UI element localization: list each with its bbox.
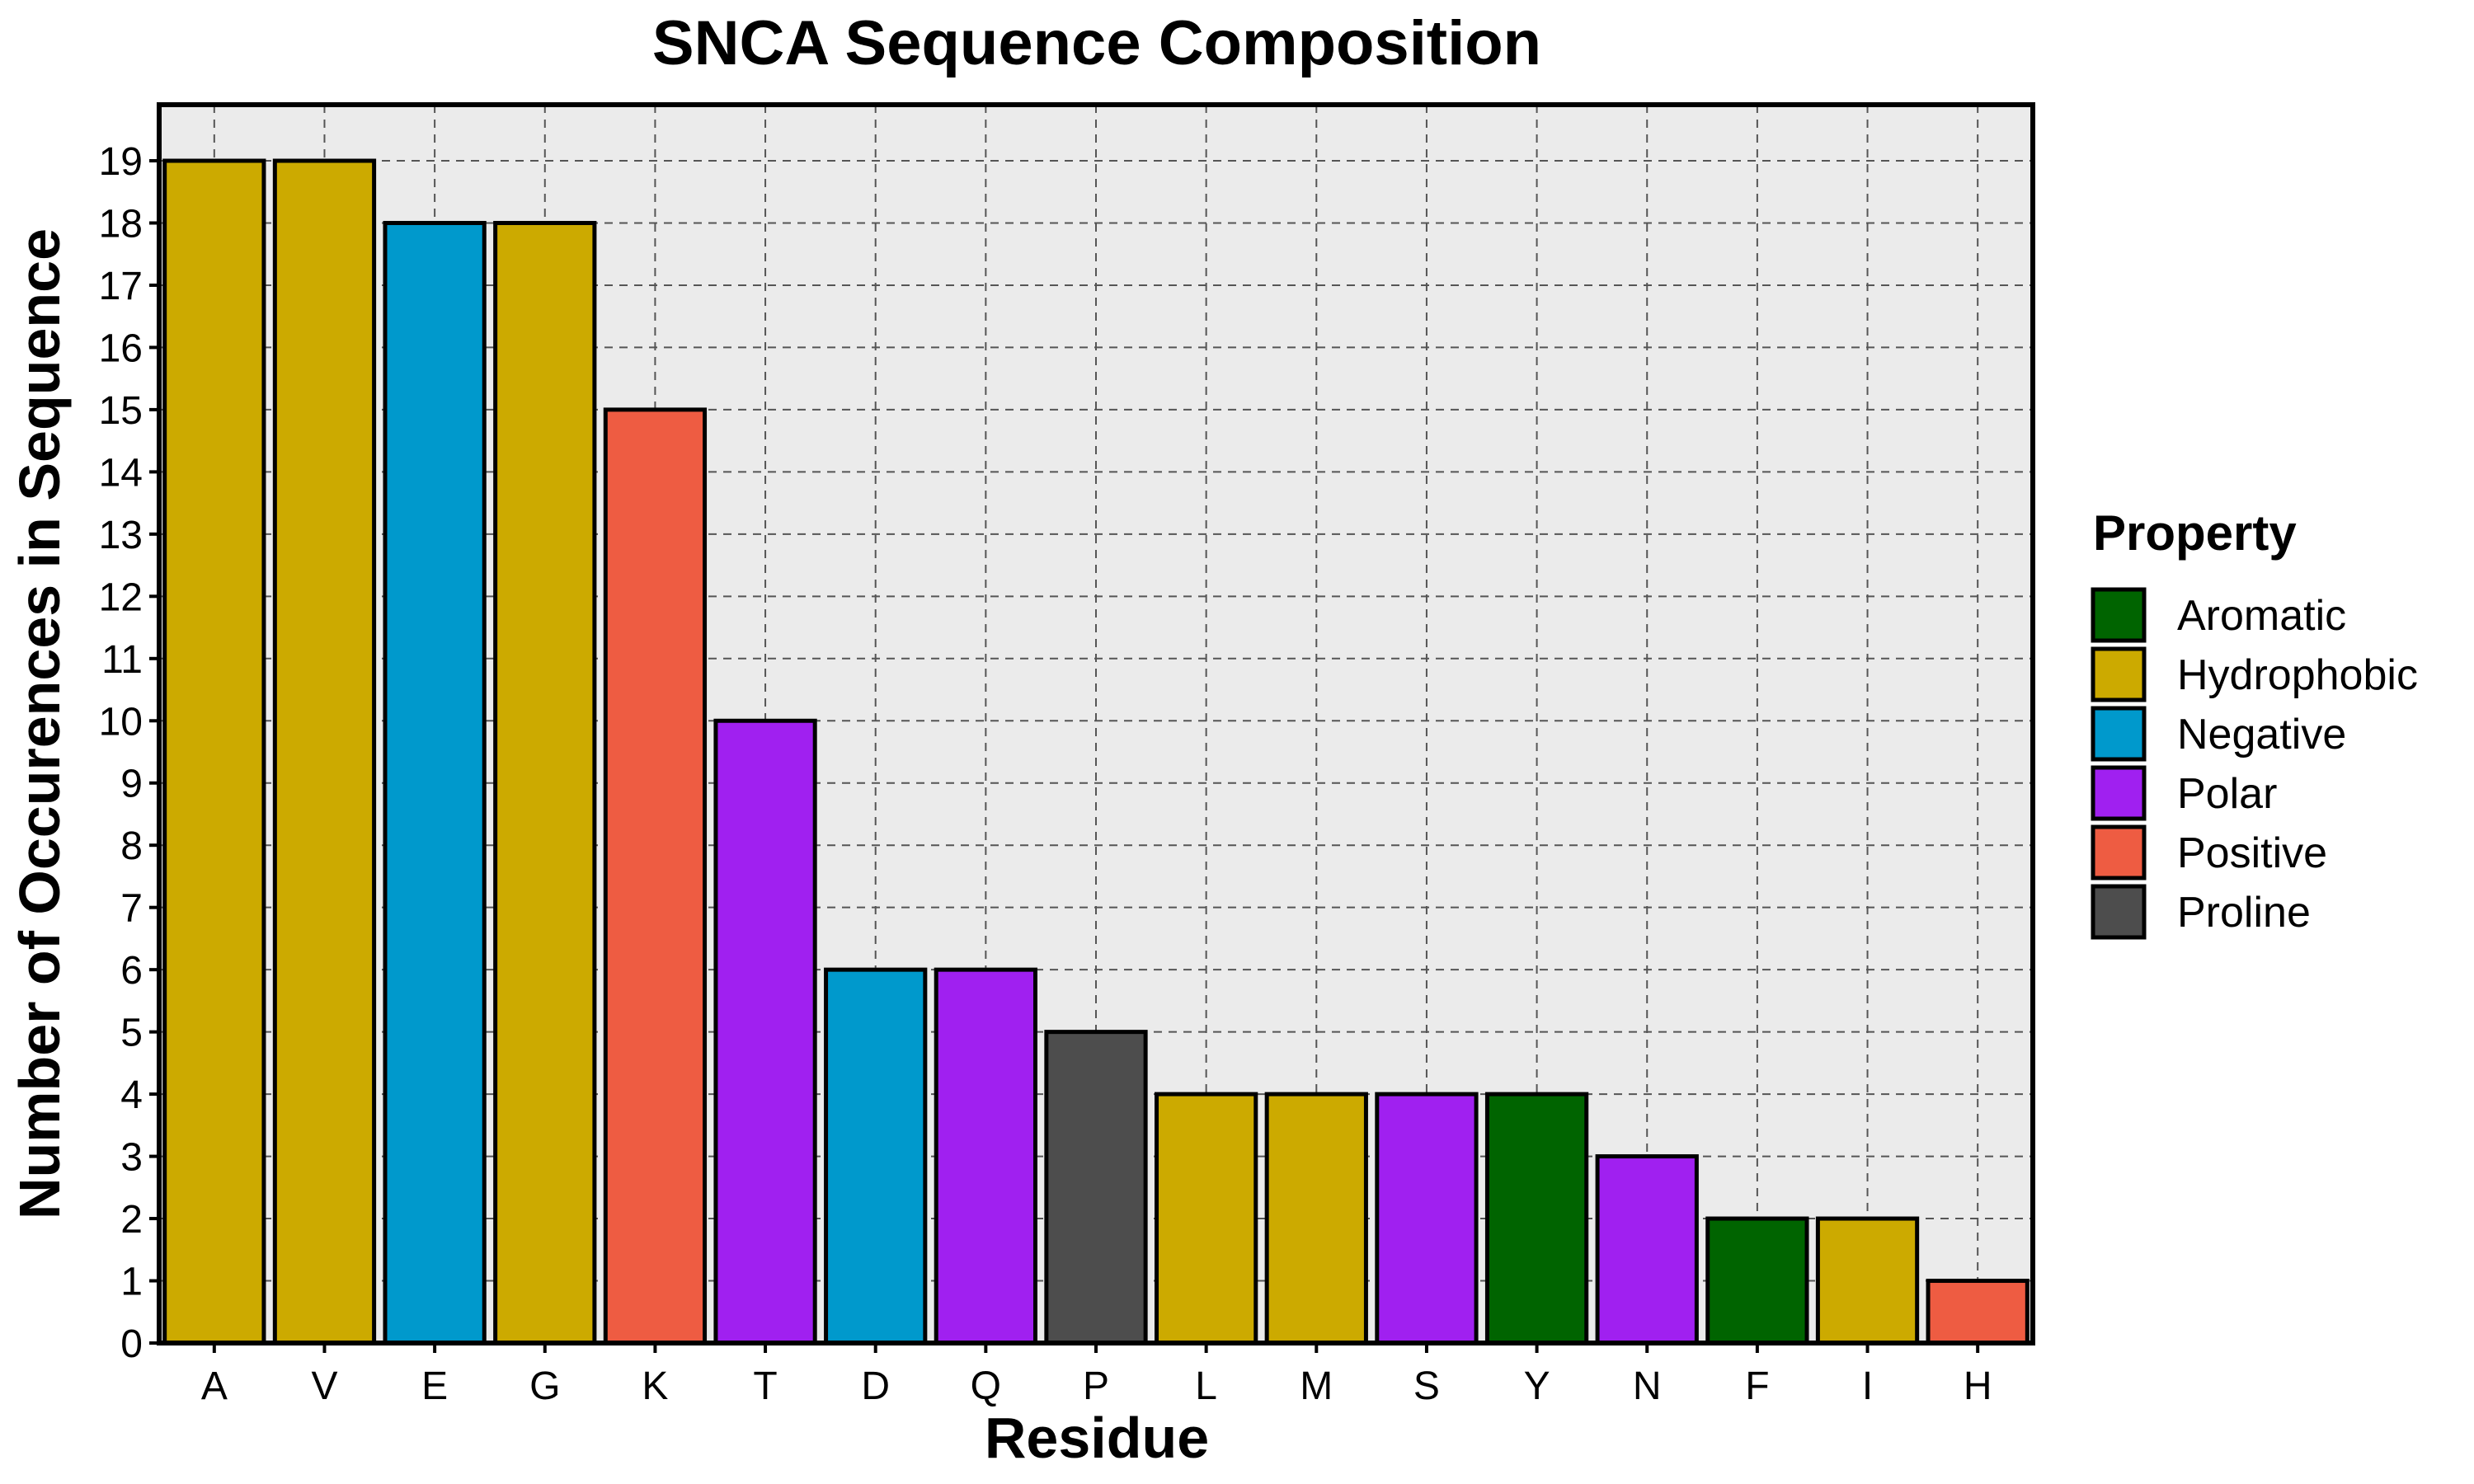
- bar-H: [1926, 1279, 2030, 1345]
- x-tick-label-D: D: [861, 1364, 890, 1408]
- chart-title: SNCA Sequence Composition: [652, 8, 1541, 78]
- bar-G: [493, 220, 597, 1345]
- y-tick-label: 19: [99, 140, 143, 184]
- legend-swatch-negative: [2091, 706, 2147, 762]
- bar-A: [162, 158, 266, 1345]
- x-tick-label-P: P: [1083, 1364, 1109, 1408]
- x-tick-label-A: A: [201, 1364, 228, 1408]
- legend-label-polar: Polar: [2177, 770, 2277, 818]
- bar-I: [1815, 1216, 1920, 1345]
- bar-V: [272, 158, 377, 1345]
- bar-P: [1044, 1030, 1148, 1345]
- y-tick-label: 6: [120, 949, 143, 993]
- bar-F: [1705, 1216, 1809, 1345]
- y-tick-label: 17: [99, 265, 143, 308]
- y-tick-label: 11: [101, 638, 143, 682]
- y-tick-label: 9: [120, 763, 143, 806]
- y-tick-label: 18: [99, 202, 143, 246]
- bar-M: [1264, 1092, 1368, 1345]
- x-tick-label-G: G: [529, 1364, 560, 1408]
- bar-N: [1595, 1154, 1699, 1345]
- y-tick-label: 7: [120, 887, 143, 931]
- y-tick-label: 16: [99, 326, 143, 370]
- legend-swatch-aromatic: [2091, 587, 2147, 643]
- legend-swatch-proline: [2091, 884, 2147, 940]
- x-tick-label-K: K: [642, 1364, 668, 1408]
- x-tick-label-L: L: [1195, 1364, 1217, 1408]
- legend-swatch-positive: [2091, 824, 2147, 881]
- legend-label-proline: Proline: [2177, 889, 2311, 937]
- y-tick-label: 4: [120, 1073, 143, 1117]
- x-tick-label-H: H: [1964, 1364, 1992, 1408]
- y-tick-label: 8: [120, 824, 143, 868]
- bar-K: [603, 407, 708, 1345]
- bar-Q: [934, 967, 1037, 1345]
- legend-swatch-hydrophobic: [2091, 646, 2147, 702]
- y-axis-label: Number of Occurences in Sequence: [7, 228, 72, 1219]
- x-tick-label-M: M: [1300, 1364, 1333, 1408]
- x-tick-label-S: S: [1413, 1364, 1440, 1408]
- legend-label-positive: Positive: [2177, 829, 2327, 877]
- y-tick-label: 3: [120, 1136, 143, 1180]
- y-tick-label: 14: [99, 451, 143, 495]
- legend-swatch-polar: [2091, 765, 2147, 821]
- bars: [162, 158, 2030, 1345]
- y-tick-label: 15: [99, 389, 143, 433]
- bar-D: [824, 967, 928, 1345]
- x-tick-label-E: E: [421, 1364, 448, 1408]
- y-tick-label: 0: [120, 1322, 143, 1366]
- legend: Property Aromatic Hydrophobic Negative Pola…: [2091, 505, 2418, 940]
- legend-label-aromatic: Aromatic: [2177, 592, 2346, 640]
- y-tick-label: 2: [120, 1198, 143, 1242]
- legend-label-negative: Negative: [2177, 711, 2346, 758]
- x-tick-label-N: N: [1633, 1364, 1662, 1408]
- bar-L: [1155, 1092, 1258, 1345]
- x-tick-label-I: I: [1862, 1364, 1873, 1408]
- x-tick-label-Q: Q: [971, 1364, 1001, 1408]
- x-tick-label-Y: Y: [1524, 1364, 1550, 1408]
- x-tick-label-F: F: [1745, 1364, 1769, 1408]
- x-axis-label: Residue: [985, 1406, 1209, 1470]
- bar-E: [383, 220, 487, 1345]
- y-tick-label: 10: [99, 700, 143, 744]
- x-tick-label-V: V: [311, 1364, 337, 1408]
- legend-title: Property: [2093, 505, 2297, 561]
- legend-label-hydrophobic: Hydrophobic: [2177, 651, 2418, 699]
- y-tick-label: 12: [99, 575, 143, 619]
- y-tick-label: 13: [99, 514, 143, 557]
- bar-Y: [1484, 1092, 1589, 1345]
- x-tick-label-T: T: [753, 1364, 777, 1408]
- bar-S: [1375, 1092, 1479, 1345]
- y-tick-label: 5: [120, 1012, 143, 1055]
- y-tick-label: 1: [120, 1261, 143, 1304]
- bar-T: [713, 718, 817, 1345]
